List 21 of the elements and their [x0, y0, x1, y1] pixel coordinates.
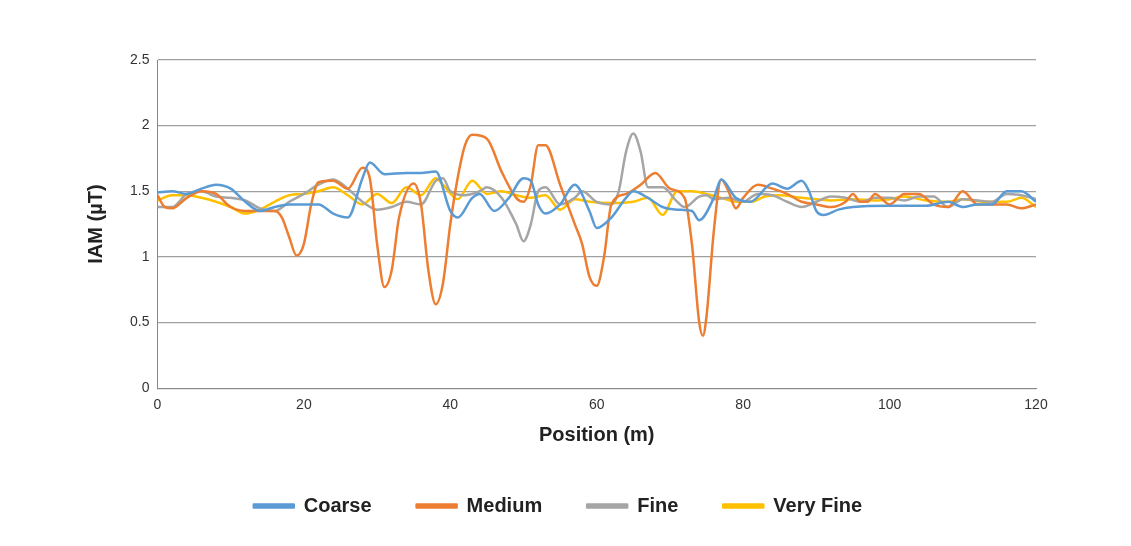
x-tick-label: 20 [296, 396, 312, 413]
y-tick-label: 2 [141, 116, 150, 133]
y-tick-label: 1 [141, 247, 150, 264]
x-tick-label: 120 [1024, 396, 1048, 413]
x-tick-label: 40 [442, 396, 459, 413]
x-axis-title: Position (m) [538, 422, 655, 445]
y-tick-label: 2.5 [129, 50, 150, 67]
legend-label: Medium [466, 493, 543, 516]
line-series [157, 161, 1036, 230]
y-tick-label: 0.5 [129, 313, 150, 330]
x-tick-label: 100 [877, 396, 902, 413]
x-tick-label: 80 [735, 396, 752, 413]
legend-label: Very Fine [773, 493, 863, 516]
x-tick-label: 0 [153, 396, 162, 413]
y-tick-label: 1.5 [129, 182, 150, 199]
legend-label: Fine [637, 493, 679, 516]
legend-label: Coarse [303, 493, 372, 516]
line-series [157, 133, 1036, 337]
y-axis-title: IAM (µT) [83, 184, 106, 264]
x-tick-label: 60 [588, 396, 605, 413]
y-tick-label: 0 [141, 379, 150, 396]
